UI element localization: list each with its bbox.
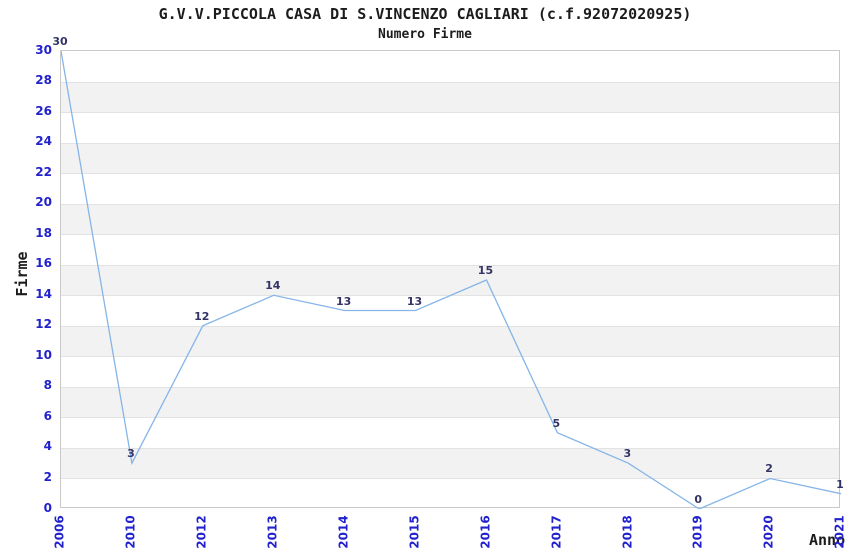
x-tick-label: 2017 — [549, 515, 564, 549]
gridline — [61, 325, 839, 327]
data-point-label: 5 — [552, 416, 561, 430]
y-tick-label: 28 — [35, 73, 52, 88]
data-point-label: 3 — [127, 447, 135, 461]
y-tick-label: 12 — [35, 317, 52, 332]
data-point-label: 1 — [836, 477, 844, 491]
x-tick-label: 2014 — [336, 515, 351, 549]
gridline — [61, 356, 839, 358]
x-tick-label: 2006 — [53, 515, 67, 549]
x-tick-label: 2015 — [407, 515, 422, 549]
grid-band — [61, 264, 839, 296]
y-tick-label: 18 — [35, 225, 52, 240]
gridline — [61, 142, 839, 144]
gridline — [61, 112, 839, 114]
y-tick-label: 10 — [35, 347, 52, 362]
data-point-label: 12 — [194, 309, 210, 323]
gridline — [61, 203, 839, 205]
chart-subtitle: Numero Firme — [378, 27, 472, 42]
plot-area — [60, 50, 841, 509]
y-tick-label: 6 — [43, 408, 52, 423]
y-tick-label: 14 — [35, 286, 52, 301]
grid-band — [61, 142, 839, 174]
grid-band — [61, 81, 839, 113]
line-series — [61, 51, 841, 509]
y-tick-label: 30 — [35, 42, 52, 57]
grid-band — [61, 386, 839, 418]
grid-band — [61, 203, 839, 235]
data-point-label: 13 — [335, 294, 352, 308]
data-point-label: 0 — [694, 493, 702, 506]
grid-band — [61, 447, 839, 479]
y-tick-label: 2 — [43, 469, 52, 484]
x-tick-label: 2020 — [762, 515, 777, 549]
data-point-label: 13 — [406, 294, 423, 308]
x-tick-label: 2016 — [478, 515, 493, 549]
y-tick-label: 16 — [35, 256, 52, 271]
data-point-label: 14 — [265, 279, 281, 293]
x-tick-label: 2018 — [620, 515, 635, 549]
data-point-label: 2 — [765, 462, 773, 476]
gridline — [61, 173, 839, 175]
x-tick-label: 2010 — [123, 515, 138, 549]
gridline — [61, 447, 839, 449]
gridline — [61, 81, 839, 83]
gridline — [61, 417, 839, 419]
y-tick-label: 26 — [35, 103, 52, 118]
gridline — [61, 264, 839, 266]
y-tick-label: 24 — [35, 134, 52, 149]
gridline — [61, 234, 839, 236]
y-tick-label: 4 — [43, 439, 52, 454]
data-point-label: 30 — [52, 35, 68, 48]
chart-title: G.V.V.PICCOLA CASA DI S.VINCENZO CAGLIAR… — [158, 5, 692, 23]
gridline — [61, 386, 839, 388]
y-tick-label: 20 — [35, 195, 52, 210]
data-point-label: 3 — [623, 447, 632, 461]
x-tick-label: 2012 — [194, 515, 209, 549]
gridline — [61, 478, 839, 480]
x-tick-label: 2021 — [833, 515, 847, 549]
y-tick-label: 8 — [43, 378, 52, 393]
x-tick-label: 2013 — [265, 515, 280, 549]
data-point-label: 15 — [477, 264, 494, 277]
x-axis-label: Anno — [809, 531, 846, 549]
y-tick-label: 0 — [43, 500, 52, 515]
grid-band — [61, 325, 839, 357]
x-tick-label: 2019 — [691, 515, 706, 549]
y-tick-label: 22 — [35, 164, 52, 179]
